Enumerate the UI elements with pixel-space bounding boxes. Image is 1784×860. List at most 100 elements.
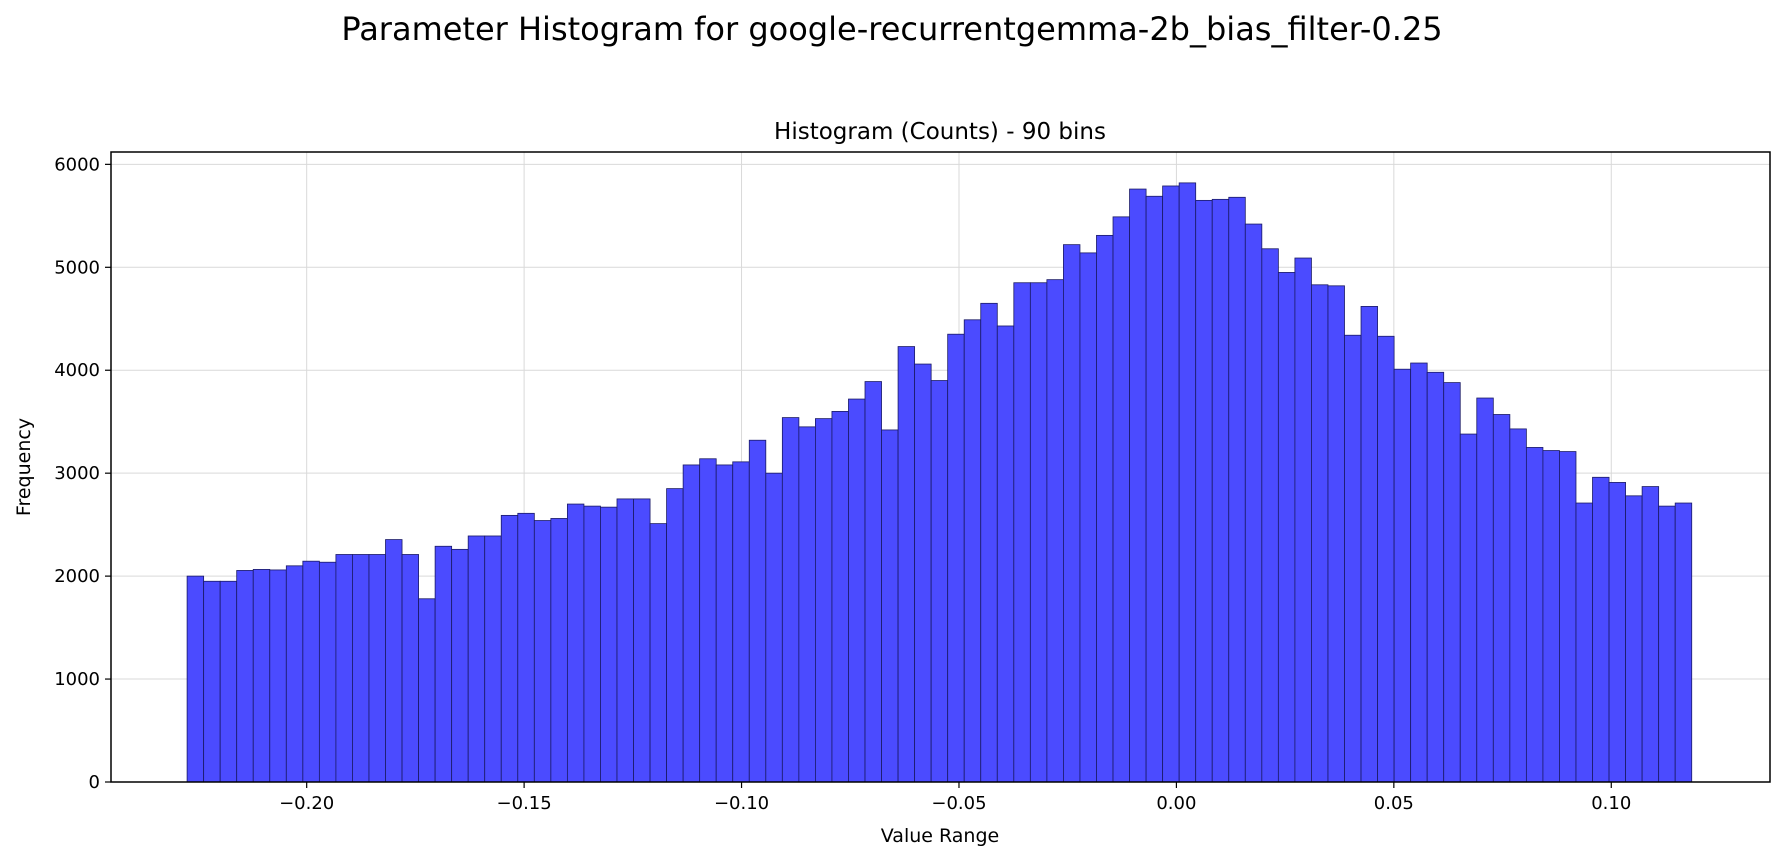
y-tick-label: 4000	[54, 360, 100, 381]
histogram-bar	[1013, 282, 1031, 783]
histogram-bar	[1195, 199, 1213, 783]
histogram-bar	[1029, 282, 1048, 783]
histogram-bar	[335, 554, 353, 783]
histogram-bar	[1559, 451, 1577, 783]
histogram-bar	[368, 554, 386, 783]
histogram-bar	[1178, 182, 1197, 783]
x-tick-label: −0.20	[279, 793, 334, 814]
histogram-bar	[550, 518, 568, 783]
histogram-bar	[1575, 502, 1593, 783]
histogram-bar	[533, 520, 552, 783]
x-tick-label: 0.00	[1156, 793, 1196, 814]
histogram-bar	[1658, 505, 1676, 783]
x-tick-label: 0.10	[1591, 793, 1631, 814]
histogram-bar	[1145, 195, 1164, 783]
histogram-bar	[434, 545, 453, 783]
histogram-bar	[715, 464, 734, 783]
histogram-bar	[451, 548, 469, 783]
x-tick-label: 0.05	[1374, 793, 1414, 814]
histogram-bar	[864, 381, 882, 783]
y-tick-label: 2000	[54, 566, 100, 587]
histogram-bar	[1244, 223, 1263, 783]
histogram-bar	[1063, 244, 1081, 783]
histogram-bar	[1674, 502, 1693, 783]
histogram-bar	[633, 498, 651, 783]
histogram-bar	[1426, 371, 1445, 783]
histogram-bar	[583, 505, 601, 783]
histogram-bar	[385, 539, 403, 783]
histogram-bar	[1211, 198, 1230, 783]
x-axis-ticks: −0.20 −0.15 −0.10 −0.05 0.00 0.05 0.10	[279, 782, 1631, 814]
histogram-bar	[1641, 486, 1660, 783]
x-tick-label: −0.10	[714, 793, 769, 814]
histogram-bar	[996, 325, 1015, 783]
histogram-bar	[848, 398, 866, 783]
histogram-bar	[203, 580, 221, 783]
histogram-bar	[252, 569, 271, 783]
histogram-bar	[484, 535, 502, 783]
histogram-bar	[1046, 279, 1064, 783]
histogram-bar	[1377, 335, 1395, 783]
histogram-bar	[566, 503, 585, 783]
histogram-bar	[1294, 257, 1312, 783]
histogram-bar	[682, 464, 701, 783]
y-tick-label: 5000	[54, 257, 100, 278]
histogram-bar	[881, 429, 899, 783]
histogram-bar	[1459, 433, 1478, 783]
histogram-bar	[1509, 428, 1527, 783]
histogram-bar	[401, 554, 419, 783]
histogram-bar	[616, 498, 634, 783]
histogram-bar	[1443, 382, 1461, 783]
histogram-bar	[914, 363, 932, 783]
histogram-bar	[219, 580, 238, 783]
y-tick-label: 0	[89, 772, 100, 793]
histogram-bar	[1277, 272, 1296, 783]
y-axis-title: Frequency	[13, 418, 35, 516]
histogram-bar	[1492, 414, 1511, 783]
histogram-bar	[285, 565, 304, 783]
histogram-bar	[1327, 285, 1345, 783]
figure-suptitle: Parameter Histogram for google-recurrent…	[341, 10, 1443, 48]
histogram-bar	[1311, 284, 1329, 783]
histogram-bar	[831, 411, 849, 783]
histogram-bar	[1525, 447, 1544, 783]
histogram-bar	[930, 380, 949, 783]
histogram-bar	[517, 512, 535, 783]
histogram-bars	[186, 182, 1693, 783]
plot-frame	[110, 151, 1771, 783]
x-axis-title: Value Range	[881, 825, 999, 847]
histogram-bar	[352, 554, 370, 783]
x-tick-label: −0.15	[497, 793, 552, 814]
histogram-bar	[897, 346, 916, 783]
x-tick-label: −0.05	[931, 793, 986, 814]
histogram-bar	[1079, 252, 1097, 783]
histogram-bar	[947, 333, 965, 783]
histogram-bar	[1608, 482, 1626, 783]
histogram-bar	[418, 598, 436, 783]
histogram-bar	[1096, 234, 1114, 783]
y-tick-label: 3000	[54, 463, 100, 484]
plot-title: Histogram (Counts) - 90 bins	[774, 119, 1106, 145]
histogram-bar	[1592, 476, 1610, 783]
y-tick-label: 6000	[54, 154, 100, 175]
histogram-bar	[980, 302, 998, 783]
histogram-bar	[467, 535, 486, 783]
histogram-bar	[1112, 216, 1130, 783]
y-tick-label: 1000	[54, 669, 100, 690]
histogram-bar	[765, 472, 783, 783]
histogram-bar	[236, 570, 254, 783]
histogram-bar	[269, 569, 287, 783]
histogram-bar	[1410, 362, 1428, 783]
histogram-bar	[1228, 196, 1246, 783]
histogram-bar	[302, 560, 320, 783]
histogram-bar	[1261, 248, 1279, 783]
histogram-bar	[1162, 185, 1180, 783]
histogram-bar	[699, 458, 717, 783]
histogram-bar	[1360, 306, 1378, 783]
histogram-bar	[781, 417, 800, 783]
histogram-bar	[963, 319, 982, 783]
histogram-bar	[1625, 495, 1643, 783]
histogram-bar	[732, 461, 750, 783]
